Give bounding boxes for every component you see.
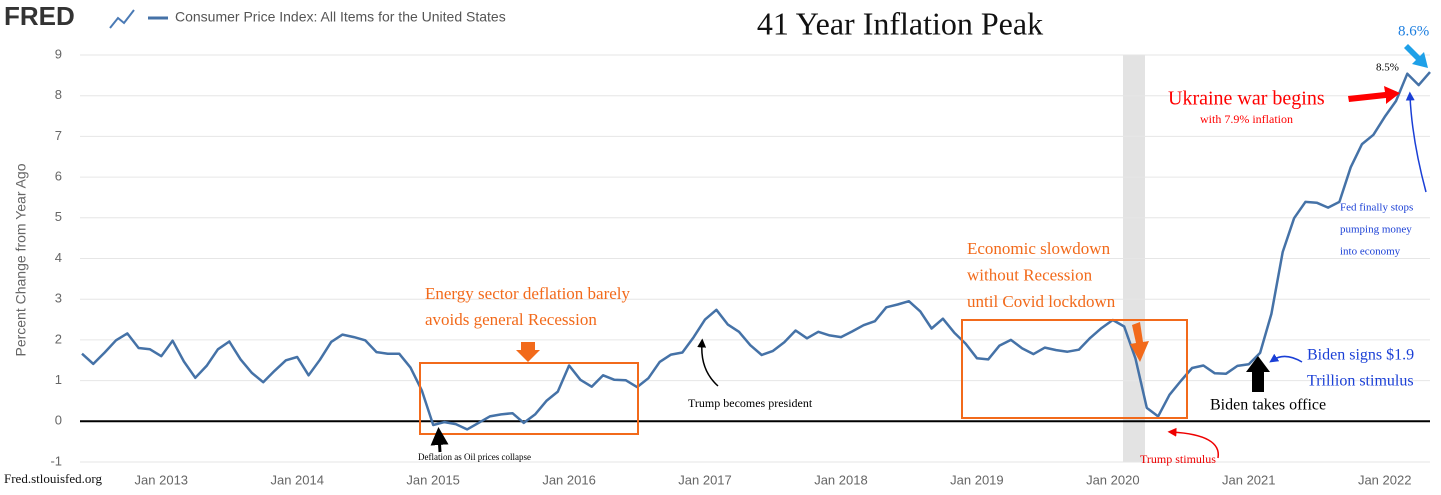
annotation: Biden signs $1.9 [1307,347,1414,364]
series-line [81,71,1431,431]
annotation: Fed finally stops [1340,202,1413,214]
x-tick-label: Jan 2019 [950,472,1004,487]
x-tick-label: Jan 2015 [406,472,460,487]
annotation: Trump stimulus [1140,452,1216,466]
arrow [1405,91,1427,193]
x-tick-label: Jan 2013 [135,472,189,487]
annotation: Trump becomes president [688,396,813,410]
y-tick-label: 0 [55,413,62,428]
arrow [1130,322,1149,362]
y-tick-label: 1 [55,372,62,387]
annotation: with 7.9% inflation [1200,112,1293,126]
arrow [1269,353,1303,363]
y-tick-label: 5 [55,209,62,224]
arrow [516,342,540,362]
annotation: Deflation as Oil prices collapse [418,452,531,462]
annotation: pumping money [1340,224,1412,236]
annotation: Biden takes office [1210,397,1326,414]
annotation-box [419,362,639,435]
arrow [1348,86,1400,104]
annotation: 8.6% [1398,23,1429,39]
arrow [697,338,719,387]
logo-icon [109,9,135,29]
arrow [1404,44,1428,68]
y-tick-label: 7 [55,128,62,143]
source: Fred.stlouisfed.org [4,471,102,486]
annotation: Trillion stimulus [1307,373,1414,390]
y-tick-label: 9 [55,46,62,61]
chart-title: 41 Year Inflation Peak [757,5,1043,41]
annotation: Economic slowdown [967,239,1111,258]
arrow [1246,356,1270,392]
y-tick-label: -1 [50,453,62,468]
x-tick-label: Jan 2017 [678,472,732,487]
x-tick-label: Jan 2014 [270,472,324,487]
annotation-box [961,319,1188,419]
legend-label: Consumer Price Index: All Items for the … [175,9,506,25]
y-axis-label: Percent Change from Year Ago [13,163,29,356]
x-tick-label: Jan 2018 [814,472,868,487]
y-tick-label: 3 [55,291,62,306]
annotation: without Recession [967,265,1093,284]
x-tick-label: Jan 2021 [1222,472,1276,487]
arrow [430,427,449,453]
y-tick-label: 8 [55,87,62,102]
arrow [1167,427,1219,459]
annotation: Energy sector deflation barely [425,284,631,303]
annotation: 8.5% [1376,62,1399,74]
y-tick-label: 2 [55,331,62,346]
x-tick-label: Jan 2016 [542,472,596,487]
x-tick-label: Jan 2020 [1086,472,1140,487]
annotation: Ukraine war begins [1168,88,1325,110]
y-tick-label: 6 [55,169,62,184]
annotation: until Covid lockdown [967,292,1116,311]
x-tick-label: Jan 2022 [1358,472,1412,487]
annotation: avoids general Recession [425,310,597,329]
annotation: into economy [1340,246,1401,258]
logo: FRED [4,1,75,31]
y-tick-label: 4 [55,250,62,265]
